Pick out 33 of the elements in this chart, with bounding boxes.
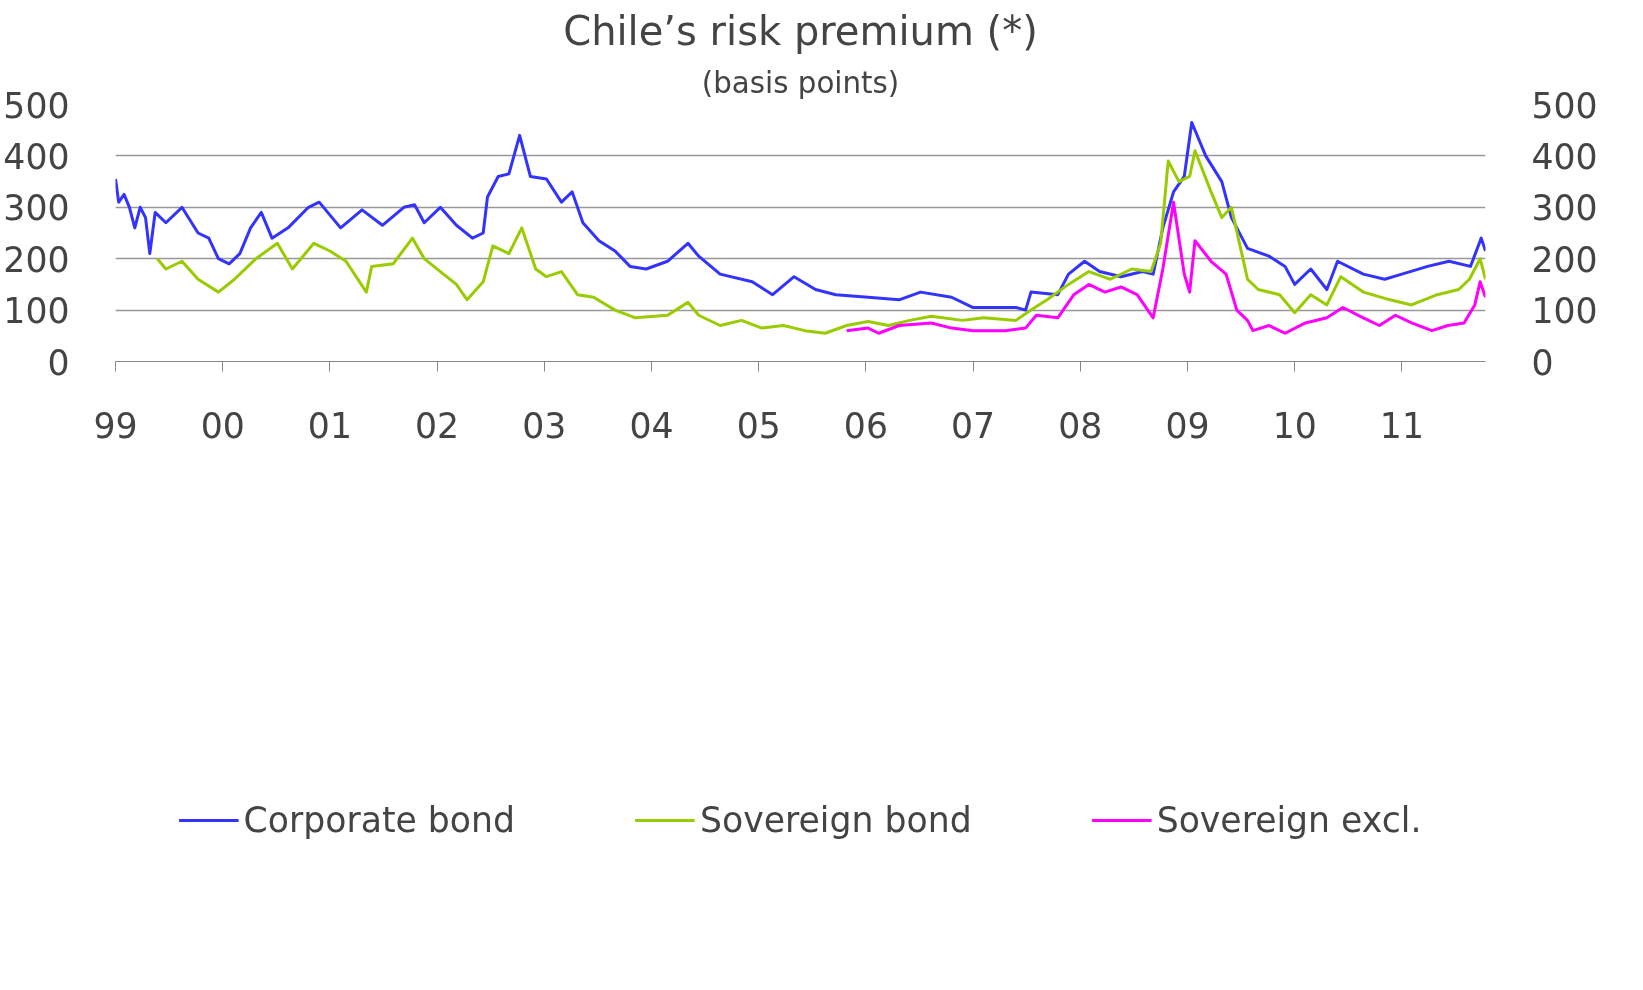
line-series bbox=[845, 200, 1486, 335]
x-tick-label: 09 bbox=[1165, 405, 1210, 446]
line-series bbox=[155, 149, 1486, 335]
x-tick-label: 06 bbox=[843, 405, 888, 446]
line-series bbox=[115, 120, 1486, 312]
x-tick-label: 08 bbox=[1058, 405, 1103, 446]
chart-subtitle: (basis points) bbox=[701, 65, 900, 100]
x-tick-label: 02 bbox=[415, 405, 460, 446]
y2-tick-label: 300 bbox=[1531, 188, 1598, 229]
x-tick-label: 11 bbox=[1379, 405, 1424, 446]
y2-tick-label: 500 bbox=[1531, 85, 1598, 126]
y-tick-label: 500 bbox=[3, 85, 70, 126]
legend-label: Sovereign bond bbox=[700, 800, 972, 840]
chart-title: Chile’s risk premium (*) bbox=[563, 7, 1038, 54]
x-tick-label: 07 bbox=[951, 405, 996, 446]
y2-tick-label: 400 bbox=[1531, 136, 1598, 177]
x-tick-label: 10 bbox=[1272, 405, 1317, 446]
y-tick-label: 200 bbox=[3, 239, 70, 280]
x-tick-label: 05 bbox=[736, 405, 781, 446]
y2-tick-label: 100 bbox=[1531, 291, 1598, 332]
y-tick-label: 300 bbox=[3, 188, 70, 229]
y2-tick-label: 0 bbox=[1531, 342, 1554, 383]
y2-tick-label: 200 bbox=[1531, 239, 1598, 280]
x-tick-label: 03 bbox=[522, 405, 567, 446]
x-tick-label: 04 bbox=[629, 405, 674, 446]
y-tick-label: 0 bbox=[47, 342, 70, 383]
y-tick-label: 100 bbox=[3, 291, 70, 332]
legend-label: Sovereign excl. bbox=[1156, 800, 1422, 840]
x-tick-label: 00 bbox=[200, 405, 245, 446]
x-tick-label: 99 bbox=[93, 405, 138, 446]
y-tick-label: 400 bbox=[3, 136, 70, 177]
x-tick-label: 01 bbox=[307, 405, 352, 446]
legend-label: Corporate bond bbox=[243, 800, 516, 840]
